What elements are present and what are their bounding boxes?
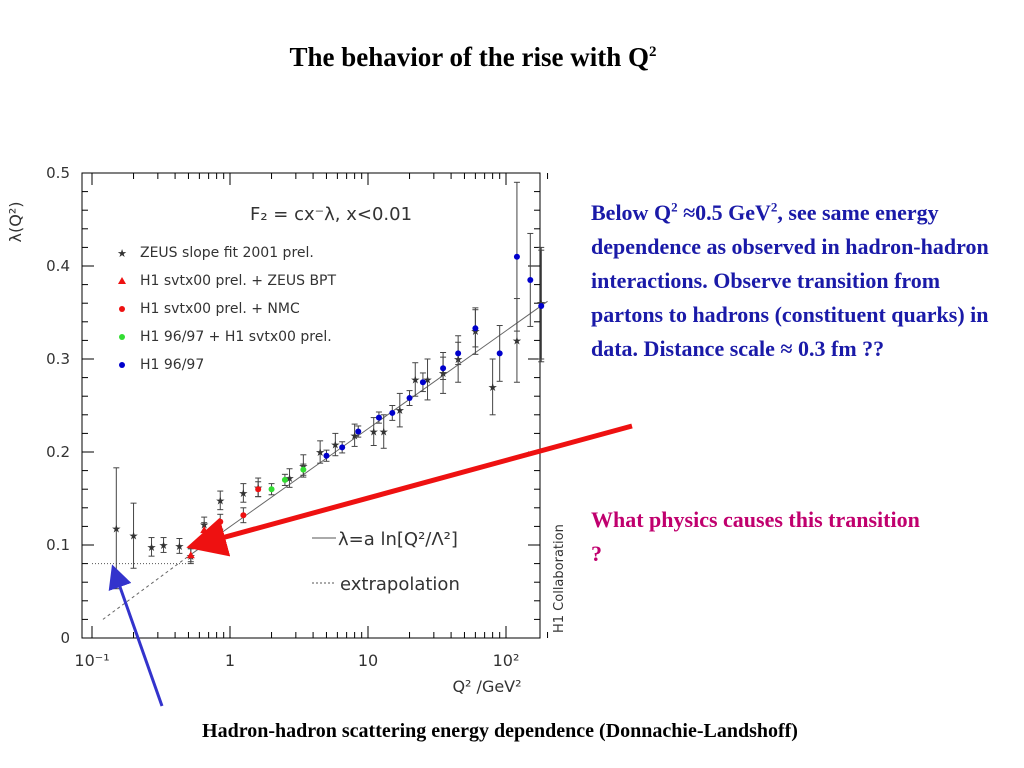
x-tick-label: 10 <box>358 651 378 670</box>
data-points: ★★★★★★★★★★★★★★★★★★★★★★★★★★ <box>111 181 546 590</box>
note-part2: ≈0.5 GeV <box>677 200 771 225</box>
data-point: ★ <box>315 446 325 459</box>
data-point: ★ <box>285 472 295 485</box>
caption: Hadron-hadron scattering energy dependen… <box>202 720 798 742</box>
x-tick-label: 1 <box>225 651 235 670</box>
legend-label: H1 96/97 + H1 svtx00 prel. <box>140 329 332 345</box>
legend: ★ ZEUS slope fit 2001 prel. H1 svtx00 prel… <box>117 245 336 373</box>
data-point <box>255 486 262 493</box>
data-point <box>300 466 307 473</box>
fit-curves <box>92 300 548 620</box>
data-point <box>268 486 275 493</box>
y-tick-label: 0.2 <box>46 443 70 461</box>
data-point <box>281 476 288 483</box>
legend-label: H1 svtx00 prel. + NMC <box>140 301 300 317</box>
data-point: ★ <box>330 439 340 452</box>
data-point <box>513 253 520 260</box>
data-point: ★ <box>129 530 139 543</box>
legend-marker <box>118 277 126 284</box>
extrapolation-legend-label: extrapolation <box>340 574 460 595</box>
data-point: ★ <box>159 539 169 552</box>
legend-label: H1 96/97 <box>140 357 204 373</box>
fit-legend-label: λ=a ln[Q²/Λ²] <box>338 529 458 550</box>
legend-marker <box>119 334 125 340</box>
data-point <box>375 414 382 421</box>
data-point: ★ <box>395 404 405 417</box>
data-point <box>496 350 503 357</box>
legend-label: H1 svtx00 prel. + ZEUS BPT <box>140 273 336 289</box>
data-point <box>389 409 396 416</box>
data-point: ★ <box>111 522 121 535</box>
data-point <box>419 379 426 386</box>
data-point: ★ <box>369 426 379 439</box>
slide-title-text: The behavior of the rise with Q <box>289 42 650 72</box>
y-tick-label: 0 <box>60 629 70 647</box>
y-tick-label: 0.1 <box>46 536 70 554</box>
note-sup1: 2 <box>671 199 678 215</box>
note-sup2: 2 <box>770 199 778 215</box>
chart-title: F₂ = cx⁻λ, x<0.01 <box>250 204 412 225</box>
legend-label: ZEUS slope fit 2001 prel. <box>140 245 314 261</box>
data-point: ★ <box>410 373 420 386</box>
transition-note: Below Q2 ≈0.5 GeV2, see same energy depe… <box>591 196 1011 366</box>
data-point: ★ <box>379 426 389 439</box>
data-point: ★ <box>147 541 157 554</box>
x-axis-ticks: 10⁻¹ 1 10 10² <box>74 173 549 670</box>
extrapolation-line <box>102 555 189 620</box>
data-point: ★ <box>215 494 225 507</box>
note-part1: Below Q <box>591 200 672 225</box>
data-point <box>472 325 479 332</box>
physics-question: What physics causes this transition ? <box>591 507 920 566</box>
data-point <box>323 452 330 459</box>
data-point: ★ <box>238 487 248 500</box>
data-point: ★ <box>512 334 522 347</box>
x-tick-label: 10² <box>493 651 520 670</box>
data-point: ★ <box>350 429 360 442</box>
data-point: ★ <box>174 540 184 553</box>
red-arrow <box>186 423 633 557</box>
data-point <box>455 350 462 357</box>
y-tick-label: 0.4 <box>46 257 70 275</box>
plot-frame <box>81 172 541 639</box>
legend-marker <box>119 362 125 368</box>
data-point <box>406 395 413 402</box>
data-point <box>217 518 224 525</box>
data-point <box>440 365 447 372</box>
data-point <box>538 302 545 309</box>
slide-title-sup: 2 <box>649 44 657 60</box>
y-axis-label: λ(Q²) <box>6 202 25 243</box>
blue-arrow <box>108 564 164 707</box>
data-point <box>355 428 362 435</box>
data-point <box>339 444 346 451</box>
y-tick-label: 0.3 <box>46 350 70 368</box>
legend-marker: ★ <box>117 247 127 260</box>
y-axis-ticks: 0 0.1 0.2 0.3 0.4 0.5 <box>46 164 540 647</box>
x-tick-label: 10⁻¹ <box>74 651 109 670</box>
fit-line <box>188 300 548 557</box>
note-part3: , see same energy dependence as observed… <box>591 200 989 361</box>
data-point <box>527 276 534 283</box>
x-axis-label: Q² /GeV² <box>452 677 521 696</box>
y-tick-label: 0.5 <box>46 164 70 182</box>
data-point: ★ <box>423 373 433 386</box>
slide-title: The behavior of the rise with Q2 <box>0 42 946 73</box>
data-point: ★ <box>488 381 498 394</box>
collaboration-label: H1 Collaboration <box>552 524 567 633</box>
legend-marker <box>119 306 125 312</box>
data-point <box>240 512 247 519</box>
